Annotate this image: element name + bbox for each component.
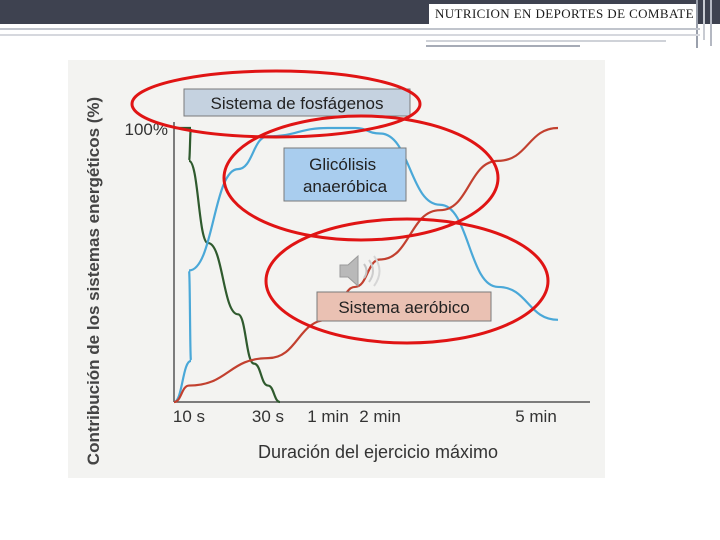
highlight-ellipses — [130, 69, 550, 345]
label-aerobico: Sistema aeróbico — [316, 291, 492, 322]
y-tick-label: 100% — [125, 120, 168, 139]
speaker-icon[interactable] — [338, 252, 384, 290]
x-tick-label: 1 min — [307, 407, 349, 426]
label-fosfagenos: Sistema de fosfágenos — [183, 88, 411, 117]
header-rule — [0, 34, 700, 36]
label-glicolisis-line-1: Glicólisis — [309, 155, 376, 174]
x-tick-label: 30 s — [252, 407, 284, 426]
label-glicolisis-text: Glicólisis anaeróbica — [303, 155, 388, 196]
slide-title: NUTRICION EN DEPORTES DE COMBATE — [428, 4, 698, 24]
highlight-ellipse-glicolisis — [222, 114, 500, 242]
label-aerobico-text: Sistema aeróbico — [338, 298, 469, 317]
x-tick-label: 10 s — [173, 407, 205, 426]
series-line-aerobico — [173, 126, 559, 404]
highlight-ellipse-fosfagenos — [130, 69, 422, 139]
label-glicolisis: Glicólisis anaeróbica — [283, 147, 407, 202]
header-rule — [426, 45, 580, 47]
header-accent — [710, 0, 712, 46]
highlight-ellipse-aerobico — [264, 217, 550, 345]
header-rule — [0, 28, 700, 30]
x-tick-label: 2 min — [359, 407, 401, 426]
x-tick-label: 5 min — [515, 407, 557, 426]
label-glicolisis-line-2: anaeróbica — [303, 177, 388, 196]
energy-systems-chart: Contribución de los sistemas energéticos… — [68, 60, 605, 478]
header-accent — [696, 0, 698, 48]
y-axis-label: Contribución de los sistemas energéticos… — [84, 97, 103, 465]
x-axis-label: Duración del ejercicio máximo — [258, 442, 498, 462]
series-line-glicolisis — [173, 126, 559, 404]
label-fosfagenos-text: Sistema de fosfágenos — [211, 94, 384, 113]
header-rule — [426, 40, 666, 42]
header-accent — [703, 0, 705, 40]
series-line-fosfagenos — [174, 126, 281, 404]
